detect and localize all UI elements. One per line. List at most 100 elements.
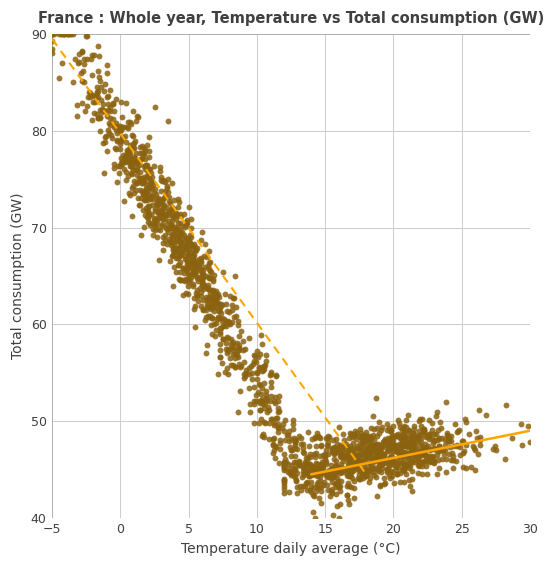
Point — [121, 157, 130, 166]
Point — [419, 457, 428, 466]
Point — [308, 461, 317, 470]
Point — [113, 135, 122, 144]
Point — [188, 267, 197, 276]
Point — [141, 162, 150, 171]
Point — [57, 29, 66, 39]
Point — [347, 455, 356, 464]
Point — [191, 242, 200, 251]
Point — [399, 439, 407, 448]
Point — [180, 209, 189, 218]
Point — [394, 446, 403, 455]
Point — [266, 396, 274, 405]
Point — [470, 443, 479, 452]
Point — [198, 268, 206, 277]
Point — [50, 29, 59, 39]
Point — [364, 462, 373, 471]
Point — [323, 468, 332, 477]
Point — [93, 110, 102, 119]
Point — [257, 432, 266, 441]
Point — [364, 477, 373, 486]
Point — [266, 414, 275, 424]
Point — [187, 264, 195, 273]
Point — [115, 169, 124, 178]
Point — [311, 442, 320, 451]
Point — [253, 369, 262, 378]
Point — [170, 230, 178, 239]
Y-axis label: Total consumption (GW): Total consumption (GW) — [11, 193, 25, 359]
Point — [142, 184, 151, 193]
Point — [214, 290, 222, 299]
Point — [328, 447, 337, 456]
Point — [397, 439, 406, 448]
Point — [332, 479, 341, 488]
Point — [384, 462, 393, 471]
Point — [94, 73, 103, 82]
Point — [399, 463, 407, 472]
Point — [175, 197, 184, 206]
Point — [357, 433, 366, 442]
Point — [397, 437, 406, 446]
Point — [236, 361, 245, 370]
Point — [389, 459, 398, 468]
Point — [167, 203, 176, 212]
Point — [260, 419, 269, 428]
Point — [401, 460, 410, 469]
Point — [191, 265, 199, 274]
Point — [245, 370, 254, 379]
Point — [360, 458, 368, 467]
Point — [411, 452, 420, 461]
Point — [429, 435, 438, 445]
Point — [120, 131, 129, 140]
Point — [248, 359, 257, 369]
Point — [404, 410, 412, 419]
Point — [150, 102, 159, 111]
Point — [342, 450, 351, 459]
Point — [142, 204, 151, 213]
Point — [304, 441, 313, 450]
Point — [138, 177, 147, 186]
Point — [104, 128, 113, 137]
Point — [280, 458, 289, 467]
Point — [310, 433, 319, 442]
Point — [183, 258, 192, 267]
Point — [411, 443, 419, 452]
Point — [409, 432, 418, 441]
Point — [154, 256, 163, 265]
Point — [205, 301, 214, 310]
Point — [90, 50, 99, 60]
Point — [272, 372, 281, 381]
Point — [309, 507, 317, 516]
Point — [77, 98, 86, 107]
Point — [408, 466, 417, 475]
Point — [392, 466, 401, 475]
Point — [116, 139, 125, 149]
Point — [231, 311, 240, 320]
Point — [357, 428, 366, 437]
Point — [129, 181, 138, 191]
Point — [333, 473, 341, 483]
Point — [75, 50, 83, 59]
Point — [301, 465, 310, 474]
Point — [223, 333, 232, 342]
Point — [161, 223, 170, 232]
Point — [358, 450, 367, 459]
Point — [239, 357, 248, 366]
Point — [184, 251, 193, 260]
Point — [458, 463, 467, 472]
Point — [156, 211, 165, 221]
Point — [124, 123, 133, 132]
Point — [386, 439, 395, 448]
Point — [202, 306, 211, 315]
Point — [337, 448, 345, 458]
Point — [187, 251, 196, 260]
Point — [276, 438, 285, 447]
Point — [204, 261, 213, 270]
Point — [142, 172, 151, 181]
Point — [257, 396, 266, 405]
Point — [116, 162, 125, 171]
Point — [136, 167, 144, 176]
Point — [233, 316, 242, 325]
Point — [352, 458, 361, 467]
Point — [316, 463, 325, 472]
Point — [144, 170, 153, 179]
